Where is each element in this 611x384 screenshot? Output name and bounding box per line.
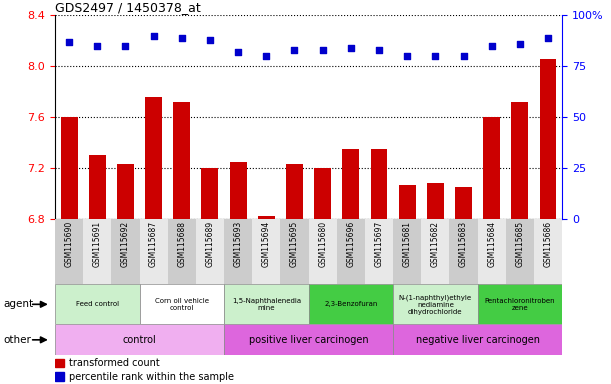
Bar [167, 219, 196, 284]
Bar [534, 219, 562, 284]
Point [148, 33, 158, 39]
Point [515, 41, 525, 47]
Bar [196, 219, 224, 284]
Text: GSM115689: GSM115689 [205, 221, 214, 267]
Text: GSM115681: GSM115681 [403, 221, 412, 267]
Text: Corn oil vehicle
control: Corn oil vehicle control [155, 298, 209, 311]
Point [402, 53, 412, 59]
Bar [174, 102, 190, 219]
Bar [55, 372, 64, 381]
Text: other: other [3, 335, 31, 345]
Bar [202, 168, 218, 219]
Bar [399, 185, 415, 219]
Point [459, 53, 469, 59]
Bar [511, 102, 529, 219]
Bar [506, 219, 534, 284]
Text: N-(1-naphthyl)ethyle
nediamine
dihydrochloride: N-(1-naphthyl)ethyle nediamine dihydroch… [399, 294, 472, 314]
Bar [55, 219, 83, 284]
Text: Pentachloronitroben
zene: Pentachloronitroben zene [485, 298, 555, 311]
Bar [342, 149, 359, 219]
Text: GSM115692: GSM115692 [121, 221, 130, 267]
Text: GSM115688: GSM115688 [177, 221, 186, 267]
Bar [370, 149, 387, 219]
Point [120, 43, 130, 49]
Bar [427, 183, 444, 219]
Point [543, 35, 553, 41]
Bar [365, 219, 393, 284]
Bar [455, 187, 472, 219]
Bar [309, 219, 337, 284]
Text: 1,5-Naphthalenedia
mine: 1,5-Naphthalenedia mine [232, 298, 301, 311]
Point [177, 35, 187, 41]
Bar [117, 164, 134, 219]
Text: GSM115682: GSM115682 [431, 221, 440, 267]
Bar [139, 284, 224, 324]
Bar [224, 324, 393, 355]
Bar [393, 284, 478, 324]
Bar [83, 219, 111, 284]
Text: GSM115696: GSM115696 [346, 221, 356, 267]
Bar [55, 324, 224, 355]
Bar [139, 219, 167, 284]
Bar [252, 219, 280, 284]
Bar [450, 219, 478, 284]
Text: GSM115686: GSM115686 [544, 221, 552, 267]
Bar [89, 155, 106, 219]
Text: GSM115694: GSM115694 [262, 221, 271, 267]
Bar [224, 219, 252, 284]
Point [92, 43, 102, 49]
Point [346, 45, 356, 51]
Bar [145, 97, 162, 219]
Text: GSM115691: GSM115691 [93, 221, 102, 267]
Text: GSM115697: GSM115697 [375, 221, 384, 267]
Bar [286, 164, 303, 219]
Text: 2,3-Benzofuran: 2,3-Benzofuran [324, 301, 378, 307]
Bar [230, 162, 247, 219]
Point [487, 43, 497, 49]
Text: GSM115684: GSM115684 [487, 221, 496, 267]
Bar [280, 219, 309, 284]
Bar [478, 284, 562, 324]
Bar [478, 219, 506, 284]
Bar [314, 168, 331, 219]
Point [205, 37, 215, 43]
Bar [55, 359, 64, 367]
Point [290, 47, 299, 53]
Bar [337, 219, 365, 284]
Bar [309, 284, 393, 324]
Point [233, 49, 243, 55]
Text: Feed control: Feed control [76, 301, 119, 307]
Bar [421, 219, 450, 284]
Text: GDS2497 / 1450378_at: GDS2497 / 1450378_at [55, 1, 201, 14]
Bar [258, 216, 275, 219]
Bar [60, 117, 78, 219]
Text: GSM115683: GSM115683 [459, 221, 468, 267]
Bar [111, 219, 139, 284]
Text: negative liver carcinogen: negative liver carcinogen [415, 335, 540, 345]
Text: GSM115690: GSM115690 [65, 221, 73, 267]
Point [318, 47, 327, 53]
Bar [224, 284, 309, 324]
Text: transformed count: transformed count [68, 358, 159, 368]
Point [430, 53, 440, 59]
Bar [55, 284, 139, 324]
Text: GSM115680: GSM115680 [318, 221, 327, 267]
Text: GSM115693: GSM115693 [233, 221, 243, 267]
Bar [393, 219, 421, 284]
Bar [393, 324, 562, 355]
Text: GSM115687: GSM115687 [149, 221, 158, 267]
Point [374, 47, 384, 53]
Text: GSM115695: GSM115695 [290, 221, 299, 267]
Text: agent: agent [3, 299, 33, 310]
Text: percentile rank within the sample: percentile rank within the sample [68, 371, 233, 382]
Point [262, 53, 271, 59]
Text: control: control [123, 335, 156, 345]
Bar [540, 59, 557, 219]
Text: positive liver carcinogen: positive liver carcinogen [249, 335, 368, 345]
Bar [483, 117, 500, 219]
Text: GSM115685: GSM115685 [515, 221, 524, 267]
Point [64, 39, 74, 45]
